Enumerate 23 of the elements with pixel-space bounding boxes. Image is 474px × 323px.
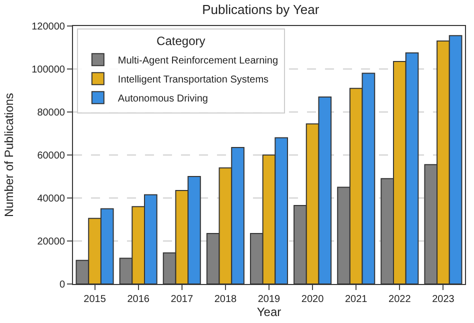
y-tick-label: 20000 xyxy=(37,236,66,248)
y-tick-label: 120000 xyxy=(32,22,66,32)
x-tick-label: 2015 xyxy=(84,294,106,305)
legend-label: Multi-Agent Reinforcement Learning xyxy=(118,56,278,67)
legend-label: Intelligent Transportation Systems xyxy=(118,74,269,86)
y-axis-title: Number of Publications xyxy=(2,92,16,218)
x-tick-label: 2019 xyxy=(258,294,281,305)
x-tick-label: 2021 xyxy=(344,294,368,305)
x-tick-label: 2018 xyxy=(214,294,237,305)
x-tick-label: 2017 xyxy=(170,294,194,305)
y-tick-label: 80000 xyxy=(37,108,66,118)
y-tick-label: 100000 xyxy=(32,64,66,76)
x-axis-title: Year xyxy=(256,305,282,319)
x-tick-label: 2022 xyxy=(388,294,412,305)
x-tick-label: 2016 xyxy=(127,294,150,305)
y-tick-label: 40000 xyxy=(37,194,66,204)
chart-title: Publications by Year xyxy=(202,2,320,17)
x-tick-label: 2023 xyxy=(432,294,455,305)
legend-title: Category xyxy=(156,34,206,48)
legend-label: Autonomous Driving xyxy=(118,94,208,105)
y-tick-label: 60000 xyxy=(37,150,66,162)
x-tick-label: 2020 xyxy=(301,294,324,305)
y-tick-label: 0 xyxy=(59,280,66,290)
